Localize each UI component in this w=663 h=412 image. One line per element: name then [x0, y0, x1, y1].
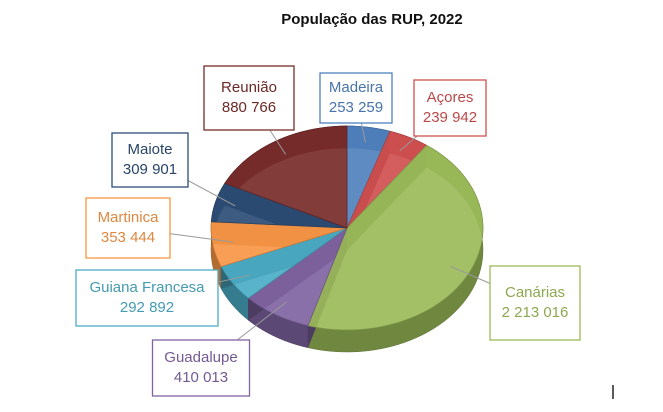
pie-slice: [346, 125, 391, 229]
label-box: [75, 269, 219, 327]
label-value: 880 766: [222, 99, 276, 116]
label-box: [319, 72, 393, 124]
pie-slice: [247, 227, 348, 327]
label-value: 353 444: [101, 229, 155, 246]
label-name: Guiana Francesa: [89, 279, 205, 296]
label-name: Maiote: [127, 141, 172, 158]
label-box: [413, 79, 487, 137]
label-value: 292 892: [120, 299, 174, 316]
label-box: [489, 265, 581, 341]
label-box: [111, 132, 189, 188]
label-name: Guadalupe: [164, 349, 237, 366]
label-value: 410 013: [174, 369, 228, 386]
label-box: [203, 65, 295, 131]
chart-title: População das RUP, 2022: [281, 11, 462, 28]
label-value: 253 259: [329, 99, 383, 116]
label-name: Martinica: [98, 209, 160, 226]
label-box: [151, 339, 251, 397]
label-value: 2 213 016: [502, 304, 569, 321]
pie-slice: [210, 221, 348, 268]
label-name: Açores: [427, 89, 474, 106]
label-name: Canárias: [505, 284, 565, 301]
pie-slice: [346, 130, 428, 229]
pie-slice: [220, 227, 348, 299]
label-name: Reunião: [221, 79, 277, 96]
label-value: 309 901: [123, 161, 177, 178]
pie-slice: [210, 182, 348, 229]
pie-slice: [224, 125, 348, 229]
label-box: [85, 197, 171, 259]
pie-slice: [307, 144, 484, 331]
label-value: 239 942: [423, 109, 477, 126]
label-name: Madeira: [329, 79, 384, 96]
